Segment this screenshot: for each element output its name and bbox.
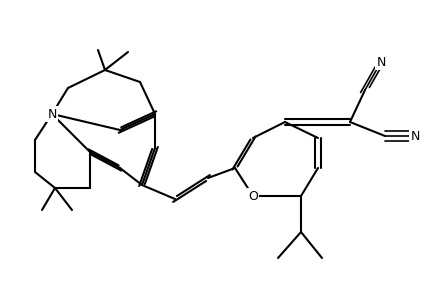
Text: N: N — [48, 107, 56, 120]
Text: O: O — [248, 190, 258, 202]
Text: N: N — [376, 56, 386, 69]
Text: N: N — [410, 129, 420, 142]
